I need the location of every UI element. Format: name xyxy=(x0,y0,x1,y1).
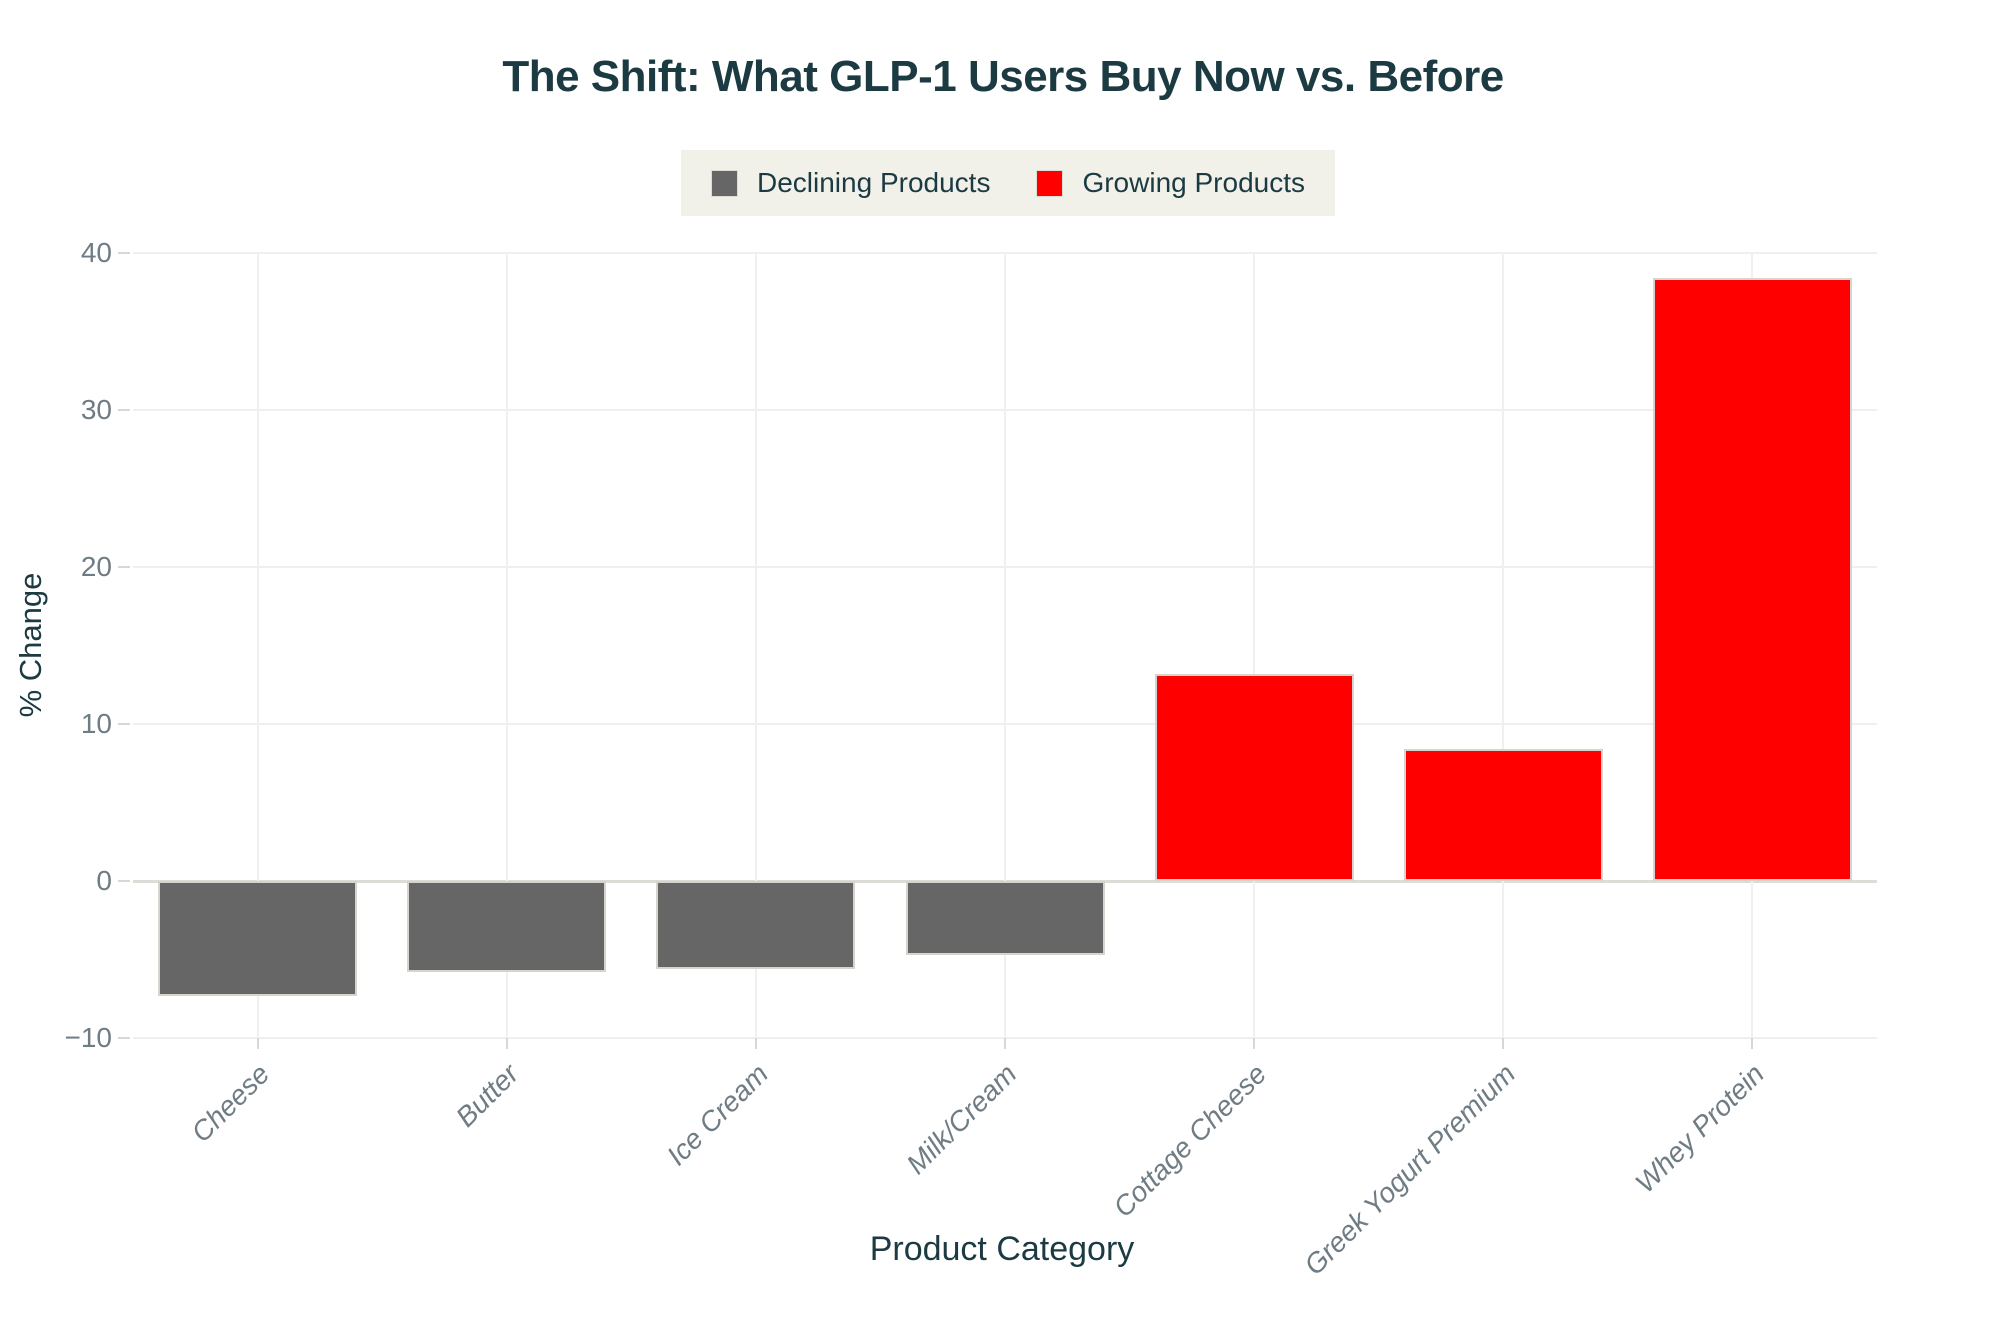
y-tick-mark xyxy=(118,723,130,725)
x-tick-label-milk-cream: Milk/Cream xyxy=(900,1058,1023,1181)
gridline-vertical xyxy=(1502,253,1505,1038)
x-tick-label-ice-cream: Ice Cream xyxy=(660,1058,774,1172)
bar-greek-yogurt-premium xyxy=(1404,749,1603,881)
gridline-vertical xyxy=(1253,253,1256,1038)
legend-swatch-growing xyxy=(1036,169,1064,197)
legend-label-growing: Growing Products xyxy=(1082,167,1305,198)
bar-butter xyxy=(407,881,606,972)
x-tick-label-cheese: Cheese xyxy=(185,1058,276,1149)
legend-item-growing: Growing Products xyxy=(1036,167,1305,199)
legend-label-declining: Declining Products xyxy=(757,167,991,198)
y-axis-title: % Change xyxy=(13,572,48,718)
y-tick-mark xyxy=(118,566,130,568)
x-tick-mark xyxy=(256,1038,259,1049)
legend-item-declining: Declining Products xyxy=(711,167,990,199)
y-tick-mark xyxy=(118,409,130,411)
gridline-vertical xyxy=(256,253,259,1038)
gridline-vertical xyxy=(1004,253,1006,1038)
x-tick-mark xyxy=(1004,1038,1006,1049)
y-tick-label: 10 xyxy=(80,708,112,739)
y-tick-label: 30 xyxy=(80,394,112,425)
x-tick-label-cottage-cheese: Cottage Cheese xyxy=(1107,1058,1273,1224)
y-tick-label: −10 xyxy=(64,1022,113,1053)
x-tick-mark xyxy=(505,1038,508,1049)
bar-cottage-cheese xyxy=(1155,674,1354,881)
y-tick-mark xyxy=(118,1037,130,1039)
x-tick-mark xyxy=(1502,1038,1505,1049)
gridline-vertical xyxy=(505,253,508,1038)
bar-cheese xyxy=(158,881,357,996)
y-tick-label: 20 xyxy=(80,551,112,582)
y-tick-mark xyxy=(118,880,130,882)
bar-ice-cream xyxy=(656,881,855,969)
y-tick-label: 0 xyxy=(96,865,112,896)
y-tick-mark xyxy=(118,252,130,254)
bar-whey-protein xyxy=(1653,278,1852,881)
bar-milk-cream xyxy=(906,881,1105,955)
y-tick-label: 40 xyxy=(80,237,112,268)
x-tick-label-butter: Butter xyxy=(449,1058,525,1133)
x-tick-label-greek-yogurt-premium: Greek Yogurt Premium xyxy=(1298,1058,1522,1281)
x-axis-title: Product Category xyxy=(869,1230,1135,1268)
x-tick-mark xyxy=(754,1038,757,1049)
x-tick-mark xyxy=(1751,1038,1754,1049)
legend-swatch-declining xyxy=(711,169,738,197)
x-tick-label-whey-protein: Whey Protein xyxy=(1629,1058,1771,1199)
x-tick-mark xyxy=(1253,1038,1256,1049)
gridline-vertical xyxy=(754,253,757,1038)
chart-title: The Shift: What GLP-1 Users Buy Now vs. … xyxy=(502,52,1504,101)
legend: Declining Products Growing Products xyxy=(681,150,1335,216)
